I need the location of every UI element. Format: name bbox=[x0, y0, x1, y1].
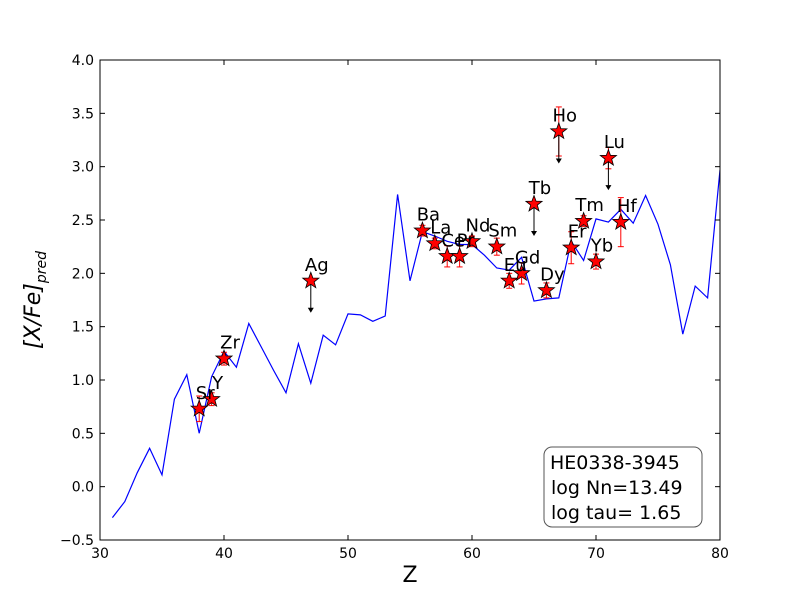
element-label-la: La bbox=[430, 217, 451, 238]
x-tick-label: 50 bbox=[339, 546, 357, 562]
star-marker bbox=[202, 389, 221, 408]
y-tick-label: 2.5 bbox=[72, 213, 94, 229]
element-label-ho: Ho bbox=[553, 105, 578, 126]
upper-limit-arrow-group bbox=[307, 131, 612, 313]
star-marker bbox=[537, 280, 556, 299]
annotation-box: HE0338-3945 log Nn=13.49 log tau= 1.65 bbox=[543, 446, 703, 528]
upper-limit-arrow-head bbox=[555, 158, 562, 164]
annotation-box-frame bbox=[543, 446, 703, 528]
element-label-er: Er bbox=[568, 222, 587, 243]
star-marker bbox=[425, 233, 444, 252]
element-label-dy: Dy bbox=[540, 264, 565, 285]
element-label-pr: Pr bbox=[457, 230, 476, 251]
y-tick-label: 1.5 bbox=[72, 320, 94, 336]
y-tick-label: 3.0 bbox=[72, 160, 94, 176]
x-axis-label: Z bbox=[402, 563, 417, 588]
upper-limit-arrow-head bbox=[605, 185, 612, 191]
element-label-gd: Gd bbox=[515, 247, 540, 268]
star-marker bbox=[574, 211, 593, 229]
x-tick-label: 60 bbox=[463, 546, 481, 562]
star-marker bbox=[462, 231, 482, 250]
upper-limit-arrow-head bbox=[531, 231, 537, 236]
element-label-sm: Sm bbox=[488, 221, 517, 242]
star-marker bbox=[301, 271, 320, 289]
element-label-ce: Ce bbox=[441, 230, 465, 251]
y-tick-label: 3.5 bbox=[72, 106, 94, 122]
y-axis-label: [X/Fe]pred bbox=[21, 251, 50, 349]
model-line bbox=[111, 169, 720, 518]
annotation-star-name: HE0338-3945 bbox=[550, 452, 680, 474]
y-tick-label: 2.0 bbox=[72, 266, 94, 282]
y-tick-labels: −0.5 0.0 0.5 1.0 1.5 2.0 2.5 3.0 3.5 4.0 bbox=[60, 53, 94, 549]
star-marker bbox=[562, 238, 581, 256]
element-label-tb: Tb bbox=[528, 178, 551, 199]
x-tick-labels: 30 40 50 60 70 80 bbox=[91, 546, 729, 562]
star-marker bbox=[450, 246, 469, 265]
y-tick-label: 0.0 bbox=[72, 480, 94, 496]
element-label-ag: Ag bbox=[305, 255, 329, 276]
star-marker bbox=[190, 399, 209, 417]
element-label-yb: Yb bbox=[590, 236, 613, 257]
y-axis-label-subscript: pred bbox=[34, 251, 50, 284]
element-label-eu: Eu bbox=[504, 255, 527, 276]
element-label-nd: Nd bbox=[466, 215, 491, 236]
annotation-log-tau: log tau= 1.65 bbox=[551, 502, 681, 524]
star-marker bbox=[500, 271, 519, 289]
star-marker bbox=[586, 251, 606, 270]
y-tick-label: 4.0 bbox=[72, 53, 94, 69]
star-marker bbox=[599, 148, 618, 166]
y-tick-label: 0.5 bbox=[72, 426, 94, 442]
star-marker bbox=[524, 194, 544, 212]
element-label-hf: Hf bbox=[617, 196, 638, 217]
star-marker bbox=[611, 212, 630, 230]
x-tick-label: 70 bbox=[587, 546, 605, 562]
y-tick-label: 1.0 bbox=[72, 373, 94, 389]
model-line-group bbox=[111, 169, 720, 518]
plot-frame bbox=[99, 59, 721, 541]
star-marker bbox=[487, 236, 506, 255]
element-label-tm: Tm bbox=[574, 195, 604, 216]
tick-group bbox=[99, 59, 721, 541]
star-marker bbox=[549, 121, 568, 140]
star-marker bbox=[214, 348, 234, 367]
star-marker bbox=[512, 263, 531, 282]
element-label-lu: Lu bbox=[604, 132, 625, 153]
marker-group bbox=[190, 121, 630, 417]
element-label-y: Y bbox=[211, 373, 224, 394]
x-tick-label: 40 bbox=[215, 546, 233, 562]
x-tick-label: 80 bbox=[711, 546, 729, 562]
element-label-zr: Zr bbox=[220, 333, 240, 354]
y-tick-label: −0.5 bbox=[60, 533, 94, 549]
annotation-log-nn: log Nn=13.49 bbox=[551, 477, 683, 499]
star-marker bbox=[413, 220, 432, 239]
x-tick-label: 30 bbox=[91, 546, 109, 562]
upper-limit-arrow-head bbox=[307, 307, 314, 313]
element-label-sr: Sr bbox=[196, 383, 215, 404]
element-label-ba: Ba bbox=[417, 205, 440, 226]
